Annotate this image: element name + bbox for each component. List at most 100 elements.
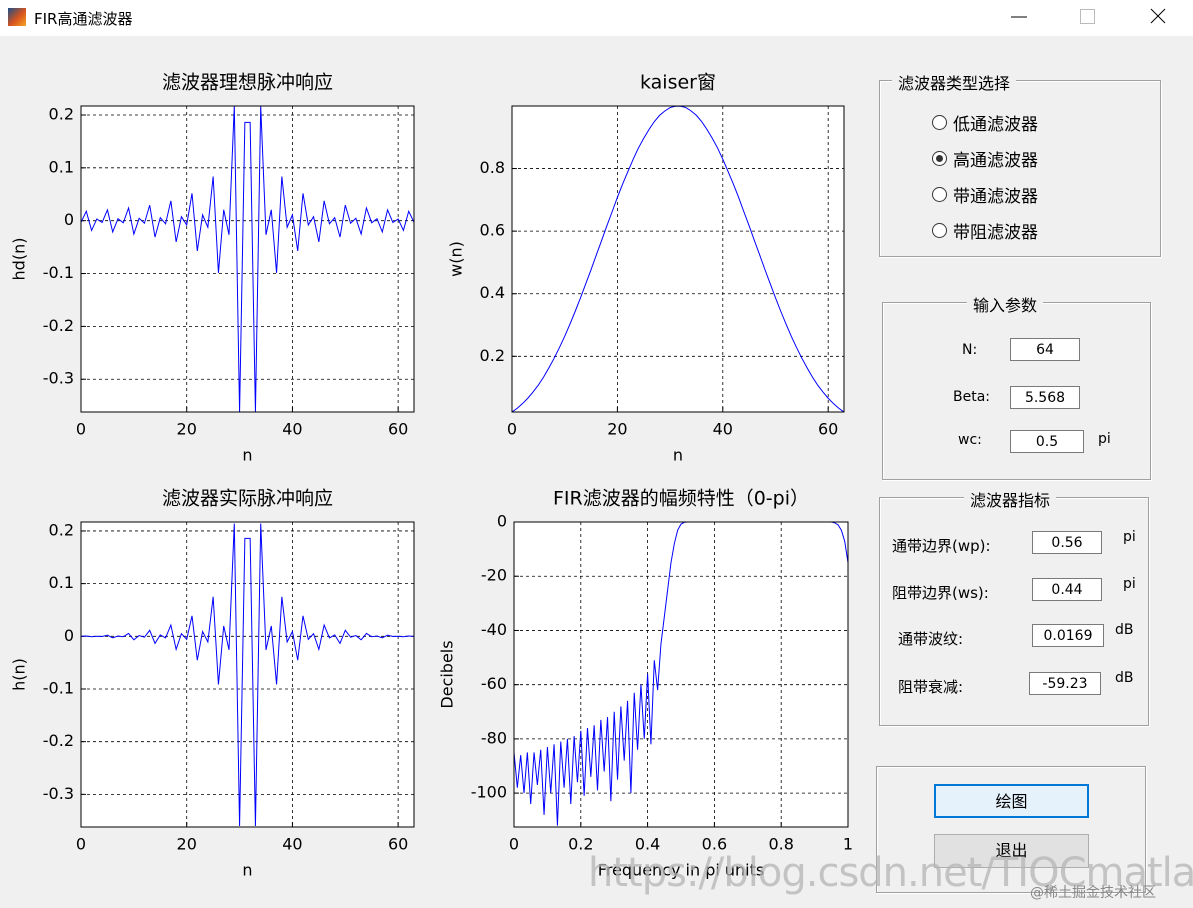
spec-input[interactable]: 0.44 — [1032, 578, 1102, 601]
radio-option[interactable]: 带阻滤波器 — [932, 218, 1038, 243]
title-bar: FIR高通滤波器 — [0, 0, 1193, 36]
x-tick-label: 0.2 — [568, 835, 593, 854]
param-label: N: — [962, 342, 978, 358]
close-button[interactable] — [1150, 8, 1166, 24]
x-tick-label: 0.6 — [702, 835, 727, 854]
x-tick-label: 40 — [282, 420, 302, 439]
app-icon — [8, 8, 26, 26]
x-axis-label: n — [673, 446, 683, 465]
plot: 0 20 40 60 -0.3 -0.2 -0.1 0 0.1 0.2 滤波器理想脉冲响应 n hd(n… — [10, 72, 415, 465]
spec-unit: pi — [1123, 576, 1136, 592]
radio-label: 带阻滤波器 — [953, 223, 1038, 243]
y-tick-label: 0.1 — [49, 573, 74, 592]
axes-box — [511, 105, 845, 413]
x-axis-label: n — [242, 446, 252, 465]
plot-title: kaiser窗 — [640, 72, 716, 94]
spec-label: 通带边界(wp): — [892, 537, 991, 555]
x-tick-label: 0 — [76, 835, 86, 854]
x-tick-label: 60 — [818, 420, 838, 439]
y-tick-label: -0.2 — [43, 316, 74, 335]
axes-box — [80, 521, 415, 828]
x-axis-label: Frequency in pi units — [598, 861, 764, 880]
radio-button[interactable] — [932, 115, 947, 130]
plot-area — [81, 522, 414, 827]
y-tick-label: 0.2 — [49, 520, 74, 539]
exit-button[interactable]: 退出 — [934, 834, 1089, 868]
param-label: wc: — [958, 432, 982, 448]
y-tick-label: -40 — [481, 620, 507, 639]
radio-button[interactable] — [932, 223, 947, 238]
spec-input[interactable]: 0.0169 — [1032, 624, 1104, 647]
y-tick-label: -0.2 — [43, 731, 74, 750]
y-tick-label: 0.2 — [49, 104, 74, 123]
y-tick-label: 0 — [497, 512, 507, 531]
plot-button[interactable]: 绘图 — [934, 784, 1089, 818]
plot-area — [81, 106, 414, 412]
y-tick-label: -20 — [481, 566, 507, 585]
plot: 0 20 40 60 0.2 0.4 0.6 0.8 kaiser窗 n w(n) — [447, 72, 845, 465]
param-unit: pi — [1098, 431, 1111, 447]
watermark: https://blog.csdn.net/TIQCmatlab — [588, 850, 1193, 896]
y-tick-label: -0.3 — [43, 784, 74, 803]
x-tick-label: 40 — [713, 420, 733, 439]
spec-label: 通带波纹: — [898, 630, 964, 648]
x-tick-label: 20 — [607, 420, 627, 439]
y-tick-label: 0 — [64, 626, 74, 645]
spec-unit: dB — [1115, 622, 1134, 638]
x-tick-label: 0 — [509, 835, 519, 854]
x-tick-label: 0 — [507, 420, 517, 439]
y-tick-label: -80 — [481, 728, 507, 747]
panel-title: 滤波器指标 — [964, 487, 1057, 511]
y-axis-label: w(n) — [447, 241, 466, 277]
y-tick-label: 0.2 — [480, 346, 505, 365]
param-input[interactable]: 0.5 — [1010, 430, 1084, 453]
radio-button[interactable] — [932, 187, 947, 202]
window-title: FIR高通滤波器 — [34, 10, 133, 28]
axes-box — [513, 521, 849, 828]
spec-input[interactable]: 0.56 — [1032, 531, 1102, 554]
filter-specs-panel: 滤波器指标 通带边界(wp): 0.56 pi 阻带边界(ws): 0.44 pi 通带波纹… — [879, 487, 1149, 726]
watermark-source: @稀土掘金技术社区 — [1030, 885, 1156, 901]
param-input[interactable]: 5.568 — [1010, 386, 1080, 409]
x-tick-label: 0.4 — [635, 835, 660, 854]
plot: 0 20 40 60 -0.3 -0.2 -0.1 0 0.1 0.2 滤波器实际脉冲响应 n h(n) — [10, 488, 415, 880]
y-tick-label: 0.8 — [480, 158, 505, 177]
x-tick-label: 1 — [843, 835, 853, 854]
y-tick-label: -0.3 — [43, 369, 74, 388]
y-tick-label: 0 — [64, 210, 74, 229]
y-tick-label: -100 — [471, 783, 507, 802]
spec-label: 阻带衰减: — [898, 678, 964, 696]
y-tick-label: -60 — [481, 674, 507, 693]
plot-title: FIR滤波器的幅频特性（0-pi） — [553, 488, 809, 510]
radio-option[interactable]: 高通滤波器 — [932, 146, 1038, 171]
y-tick-label: -0.1 — [43, 263, 74, 282]
radio-button[interactable] — [932, 151, 947, 166]
panel-title: 输入参数 — [967, 292, 1044, 316]
y-axis-label: Decibels — [438, 640, 457, 708]
spec-unit: dB — [1115, 670, 1134, 686]
axes-box — [80, 105, 415, 413]
data-line — [81, 106, 414, 412]
radio-option[interactable]: 带通滤波器 — [932, 182, 1038, 207]
spec-input[interactable]: -59.23 — [1029, 672, 1101, 695]
y-tick-label: 0.6 — [480, 221, 505, 240]
x-tick-label: 20 — [177, 835, 197, 854]
y-tick-label: 0.4 — [480, 283, 505, 302]
x-tick-label: 0 — [76, 420, 86, 439]
radio-label: 带通滤波器 — [953, 187, 1038, 207]
window-controls — [1011, 8, 1166, 24]
plot-title: 滤波器实际脉冲响应 — [162, 488, 333, 510]
radio-option[interactable]: 低通滤波器 — [932, 110, 1038, 135]
param-input[interactable]: 64 — [1010, 338, 1080, 361]
radio-label: 高通滤波器 — [953, 151, 1038, 171]
plots: 0 20 40 60 -0.3 -0.2 -0.1 0 0.1 0.2 滤波器理想脉冲响应 n hd(n… — [10, 72, 854, 880]
y-tick-label: -0.1 — [43, 678, 74, 697]
maximize-button[interactable] — [1080, 9, 1095, 24]
input-params-panel: 输入参数 N: 64 Beta: 5.568 wc: 0.5 pi — [882, 292, 1151, 480]
x-tick-label: 20 — [177, 420, 197, 439]
y-axis-label: hd(n) — [10, 238, 29, 281]
data-line — [514, 522, 848, 826]
x-tick-label: 60 — [388, 835, 408, 854]
radio-label: 低通滤波器 — [953, 115, 1038, 135]
